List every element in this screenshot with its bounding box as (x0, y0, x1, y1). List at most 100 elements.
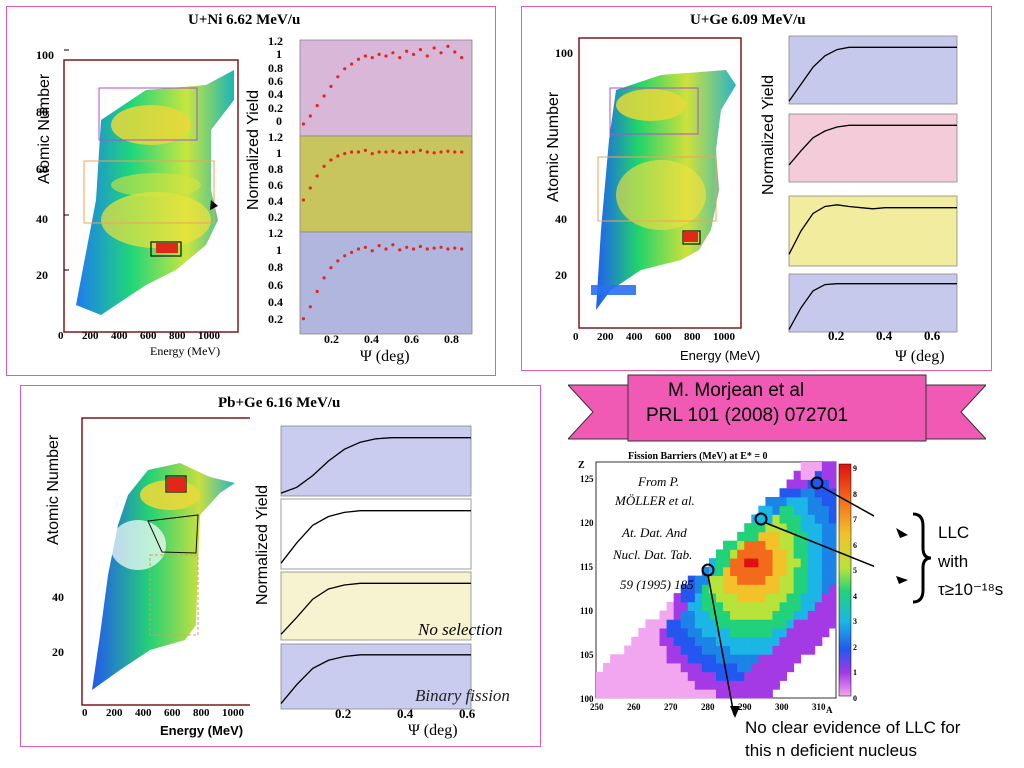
barrier-cell (793, 636, 802, 646)
barrier-cell (723, 575, 731, 585)
barrier-cell (744, 619, 752, 629)
uge-map-ytick: 40 (555, 212, 567, 226)
uge-psi-label: Ψ (deg) (895, 348, 945, 365)
barrier-cell (617, 663, 625, 673)
barrier-cell (807, 462, 816, 472)
barrier-cell (708, 636, 717, 646)
barrier-cell (765, 619, 773, 629)
llc-marker-2 (754, 512, 768, 526)
barrier-cell (828, 593, 837, 603)
barrier-colorbar-tick: 2 (853, 642, 857, 652)
uni-map-ytick: 40 (36, 212, 48, 226)
bottom-note-line2: this n deficient nucleus (745, 741, 917, 760)
barrier-cell (786, 663, 795, 673)
barrier-cell (807, 619, 816, 629)
barrier-cell (786, 654, 795, 664)
uni-data-point (363, 245, 367, 249)
barrier-cell (701, 575, 710, 585)
barrier-cell (779, 549, 787, 559)
barrier-cell (772, 531, 780, 542)
barrier-cell (723, 654, 731, 664)
reference-banner (568, 374, 986, 442)
barrier-cell (793, 531, 802, 542)
barrier-cell (772, 566, 780, 577)
barrier-xtick: 280 (701, 702, 715, 712)
barrier-cell (779, 628, 787, 638)
barrier-cell (807, 531, 816, 542)
barrier-cell (807, 593, 816, 603)
barrier-cell (814, 531, 823, 542)
barrier-cell (701, 663, 710, 673)
uni-data-point (301, 317, 306, 321)
barrier-cell (751, 628, 759, 638)
barrier-cell (680, 619, 689, 629)
barrier-cell (807, 505, 816, 515)
barrier-cell (807, 636, 816, 646)
barrier-cell (737, 566, 745, 577)
barrier-cell (596, 680, 604, 690)
barrier-cell (765, 514, 773, 524)
barrier-cell (765, 575, 773, 585)
barrier-cell (687, 680, 696, 690)
barrier-cell (744, 601, 752, 611)
barrier-colorbar-tick: 6 (853, 540, 857, 550)
barrier-cell (772, 645, 780, 655)
barrier-cell (652, 689, 660, 699)
uni-yield-ytick: 0.4 (268, 194, 283, 208)
barrier-cell (645, 671, 653, 681)
barrier-cell (730, 566, 738, 577)
barrier-cell (666, 645, 675, 655)
barrier-cell (758, 680, 766, 690)
barrier-cell (765, 584, 773, 594)
barrier-cell (730, 645, 738, 655)
uni-map (63, 49, 239, 333)
barrier-cell (800, 575, 809, 585)
uge-psi-tick: 0.2 (828, 328, 845, 343)
barrier-cell (772, 654, 780, 664)
barrier-cell (610, 689, 618, 699)
barrier-cell (772, 540, 780, 550)
barrier-cell (716, 549, 724, 559)
barrier-cell (687, 610, 696, 620)
barrier-cell (814, 488, 823, 498)
barrier-colorbar-tick: 0 (853, 693, 857, 703)
barrier-cell (786, 601, 795, 611)
barrier-cell (758, 540, 766, 550)
uni-map-xtick: 1000 (198, 330, 220, 342)
barrier-cell (772, 601, 780, 611)
barrier-cell (772, 575, 780, 585)
uni-psi-tick: 0.8 (444, 332, 459, 346)
barrier-cell (758, 671, 766, 681)
barrier-cell (730, 654, 738, 664)
barrier-cell (779, 645, 787, 655)
barrier-cell (737, 645, 745, 655)
barrier-cell (793, 549, 802, 559)
barrier-cell (730, 601, 738, 611)
barrier-cell (821, 601, 830, 611)
uge-sub3-frame (788, 195, 958, 267)
barrier-cell (751, 531, 759, 542)
barrier-xtick: 310 (812, 702, 826, 712)
barrier-cell (666, 619, 675, 629)
barrier-cell (758, 531, 766, 542)
barrier-cell (694, 689, 703, 699)
barrier-cell (800, 531, 809, 542)
uni-data-point (315, 104, 319, 108)
uni-data-point (356, 57, 361, 61)
pbge-psi-label: Ψ (deg) (408, 722, 458, 739)
uni-data-point (315, 174, 319, 178)
barrier-cell (828, 462, 837, 472)
uni-data-point (350, 150, 354, 154)
barrier-cell (807, 610, 816, 620)
barrier-cell (596, 689, 604, 699)
barrier-cell (807, 470, 816, 480)
barrier-cell (610, 680, 618, 690)
barrier-cell (793, 654, 802, 664)
barrier-cell (814, 628, 823, 638)
barrier-cell (716, 663, 724, 673)
barrier-cell (610, 654, 618, 664)
barrier-cell (737, 619, 745, 629)
barrier-cell (814, 584, 823, 594)
barrier-cell (765, 601, 773, 611)
barrier-cell (793, 514, 802, 524)
